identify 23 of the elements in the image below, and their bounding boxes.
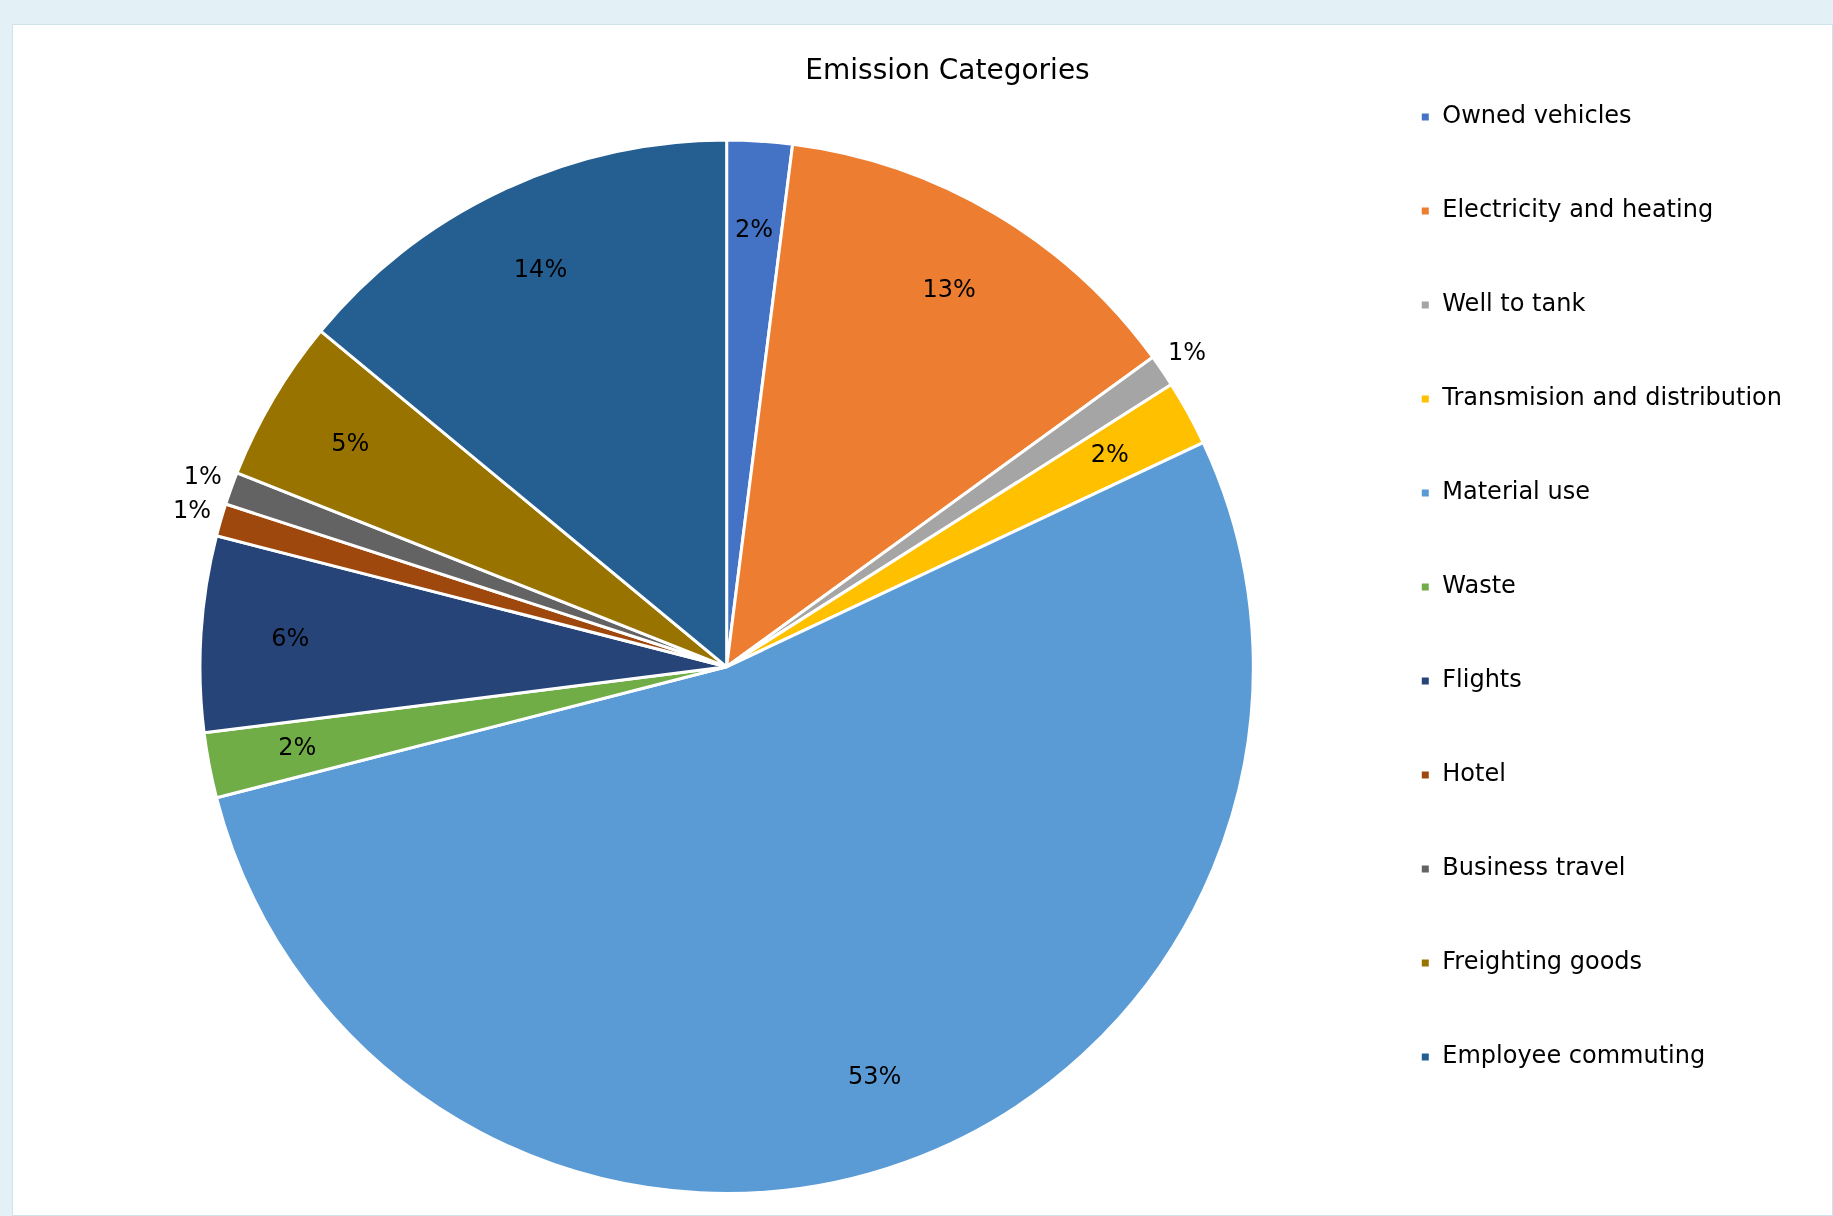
data-label: 14%	[513, 255, 568, 284]
legend-label: Waste	[1442, 571, 1516, 600]
data-label: 1%	[183, 462, 222, 491]
data-label: 2%	[278, 732, 317, 761]
legend-label: Well to tank	[1442, 289, 1586, 318]
legend-label: Employee commuting	[1442, 1041, 1706, 1070]
data-label: 5%	[331, 428, 370, 457]
legend-label: Hotel	[1442, 759, 1506, 788]
data-label: 2%	[1090, 440, 1129, 469]
legend-label: Owned vehicles	[1442, 101, 1632, 130]
data-label: 1%	[173, 495, 212, 524]
legend-label: Transmision and distribution	[1441, 383, 1782, 412]
legend-label: Electricity and heating	[1442, 195, 1714, 224]
legend-label: Freighting goods	[1442, 947, 1643, 976]
legend-label: Business travel	[1442, 853, 1626, 882]
chart-title: Emission Categories	[805, 53, 1090, 87]
data-label: 2%	[735, 214, 774, 243]
data-label: 6%	[271, 623, 310, 652]
data-label: 13%	[922, 274, 976, 303]
data-label: 1%	[1168, 338, 1207, 367]
legend-label: Material use	[1442, 477, 1590, 506]
legend-label: Flights	[1442, 665, 1522, 694]
data-label: 53%	[848, 1062, 902, 1091]
